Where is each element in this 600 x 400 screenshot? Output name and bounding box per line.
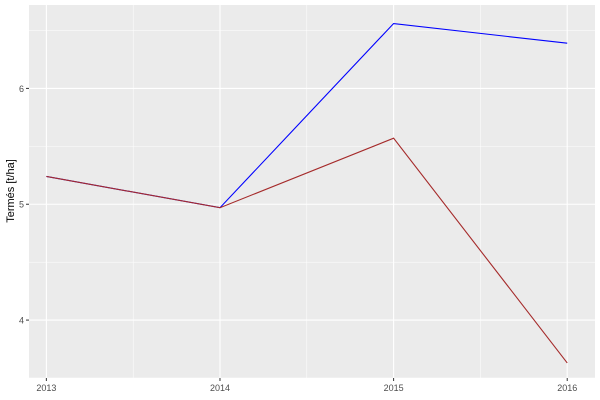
gridlines (29, 5, 595, 379)
x-tick-label: 2015 (384, 383, 404, 393)
axes: 4 5 6 2013 2014 2015 2016 (19, 84, 577, 393)
series-line-2 (46, 137, 568, 364)
plot-panel (29, 5, 595, 378)
y-tick-label: 5 (19, 200, 24, 210)
y-tick-label: 6 (19, 84, 24, 94)
x-tick-label: 2013 (36, 383, 56, 393)
y-tick-label: 4 (19, 316, 24, 326)
x-tick-label: 2014 (210, 383, 230, 393)
series-lines (46, 22, 568, 364)
x-tick-label: 2016 (557, 383, 577, 393)
y-axis-label: Termés [t/ha] (5, 159, 17, 223)
